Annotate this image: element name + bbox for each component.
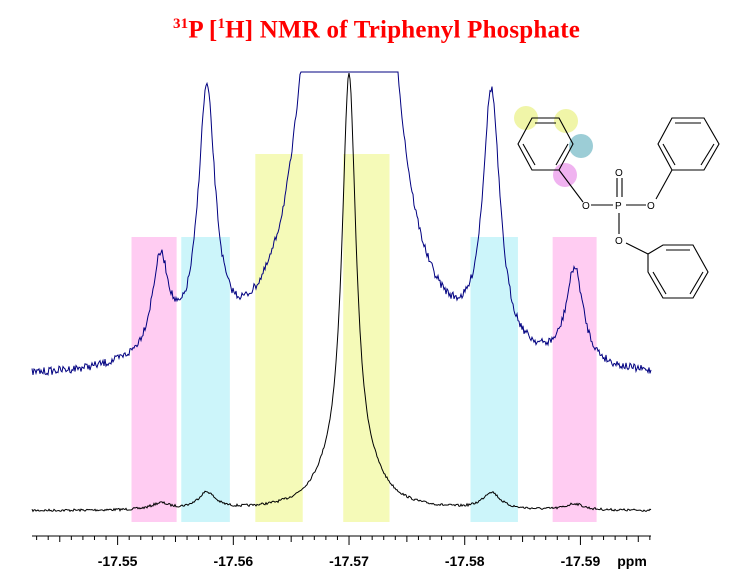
bond-o-bottom-ring (625, 242, 649, 255)
x-tick-label: -17.57 (329, 553, 369, 569)
band-pink-1 (131, 237, 177, 522)
spectrum-traces (31, 71, 652, 513)
meta-highlight (569, 134, 593, 158)
atom-o-right: O (647, 201, 655, 212)
x-tick-label: -17.56 (213, 553, 253, 569)
phenyl-ring-right (657, 117, 720, 171)
band-yellow-3 (255, 154, 303, 522)
ring-right-double-3 (662, 143, 676, 166)
ipso-highlight (553, 163, 577, 187)
band-pink-6 (552, 237, 597, 522)
ring-left-double-3 (522, 143, 536, 166)
ortho-highlight-2 (554, 109, 578, 133)
title-part-a: P [ (188, 16, 218, 44)
band-yellow-4 (343, 154, 390, 522)
ring-bottom-double-2 (689, 271, 704, 295)
bond-o-right-ring (655, 169, 673, 200)
atom-o-left: O (582, 201, 590, 212)
x-axis-label: ppm (617, 553, 647, 569)
trace-vertically-expanded (31, 71, 652, 377)
title-superscript-31: 31 (172, 16, 189, 32)
triphenyl-phosphate-structure (514, 106, 720, 299)
trace-full-spectrum (31, 73, 652, 513)
coupling-bands (131, 154, 597, 522)
band-cyan-2 (181, 237, 230, 522)
x-tick-label: -17.59 (561, 553, 601, 569)
ortho-highlight-1 (514, 106, 538, 130)
atom-p: P (615, 201, 622, 212)
ring-bottom-double-3 (652, 271, 667, 295)
bond-ring-left-o (558, 169, 584, 203)
title-superscript-1: 1 (217, 16, 226, 32)
atom-o-bottom: O (615, 236, 623, 247)
x-axis: -17.55 -17.56 -17.57 -17.58 -17.59 ppm (32, 535, 651, 569)
chart-title: 31P [1H] NMR of Triphenyl Phosphate (0, 16, 753, 44)
ring-right-double-2 (700, 143, 715, 166)
title-part-b: H] NMR of Triphenyl Phosphate (225, 16, 581, 44)
atom-o-double: O (615, 168, 623, 179)
band-cyan-5 (470, 237, 518, 522)
ring-left-double-2 (555, 143, 569, 166)
phenyl-ring-bottom (647, 244, 709, 299)
x-tick-label: -17.58 (445, 553, 485, 569)
x-tick-label: -17.55 (98, 553, 138, 569)
